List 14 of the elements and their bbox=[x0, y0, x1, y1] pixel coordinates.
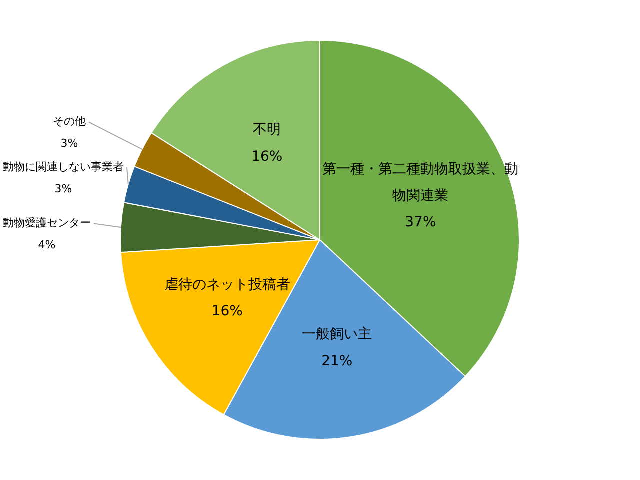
data-label: 3% bbox=[54, 182, 72, 196]
slice-label: その他 bbox=[52, 115, 86, 128]
slice-label: 動物に関連しない事業者 bbox=[3, 160, 124, 174]
slice-label: 第一種・第二種動物取扱業、動物関連業 bbox=[322, 161, 519, 204]
data-label: 16% bbox=[252, 148, 283, 165]
slice-label: 不明 bbox=[253, 122, 282, 138]
slice-label: 虐待のネット投稿者 bbox=[164, 277, 290, 294]
data-label: 37% bbox=[405, 214, 436, 231]
data-label: 3% bbox=[60, 137, 78, 150]
data-label: 16% bbox=[212, 304, 243, 320]
data-label: 21% bbox=[322, 353, 353, 370]
slice-label: 一般飼い主 bbox=[302, 326, 372, 343]
slice-label: 動物愛護センター bbox=[3, 216, 91, 230]
data-label: 4% bbox=[38, 238, 56, 252]
